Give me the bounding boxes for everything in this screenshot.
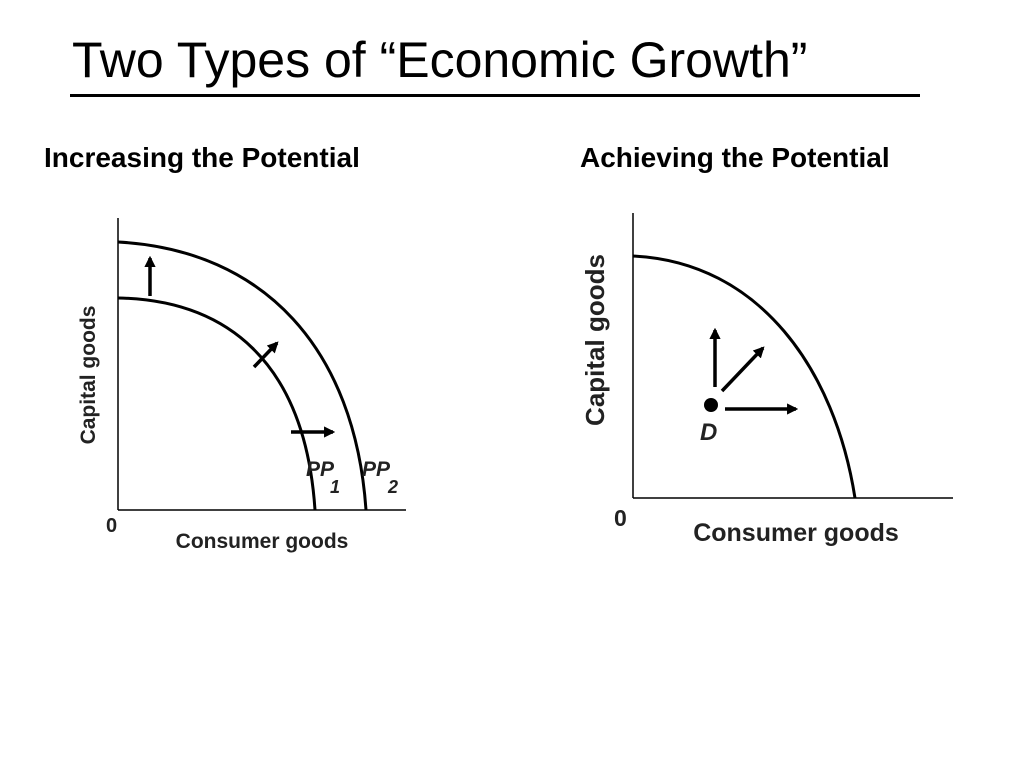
right-x-axis-label: Consumer goods	[693, 519, 899, 547]
right-y-axis-label: Capital goods	[580, 254, 610, 426]
left-diagram: Capital goods Consumer goods 0 PP 1 PP 2	[77, 218, 406, 553]
title-underline	[70, 94, 920, 97]
right-origin-label: 0	[614, 505, 627, 531]
right-panel-heading: Achieving the Potential	[580, 142, 890, 173]
shift-diagonal-arrow	[252, 341, 279, 369]
curve-pp1	[117, 296, 317, 511]
curve-pp2	[117, 240, 368, 511]
point-d-label: D	[700, 419, 717, 446]
point-d	[704, 398, 718, 412]
pp1-label: PP	[306, 458, 335, 481]
left-y-axis-label: Capital goods	[77, 306, 100, 445]
pp2-subscript: 2	[387, 477, 398, 497]
left-origin-label: 0	[106, 515, 117, 537]
arrow-diagonal	[720, 346, 765, 393]
left-x-axis-label: Consumer goods	[176, 530, 349, 553]
right-diagram: Capital goods Consumer goods 0 D	[580, 213, 953, 547]
ppf-curve	[632, 254, 857, 499]
slide-title: Two Types of “Economic Growth”	[72, 32, 808, 88]
left-panel-heading: Increasing the Potential	[44, 142, 360, 173]
pp1-subscript: 1	[330, 477, 340, 497]
pp2-label: PP	[362, 458, 391, 481]
